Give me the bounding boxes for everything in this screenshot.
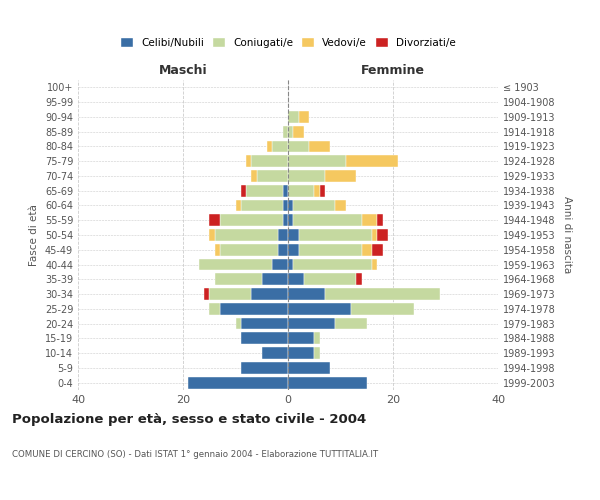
Bar — [377, 229, 388, 241]
Bar — [277, 244, 288, 256]
Bar — [272, 258, 288, 270]
Bar — [283, 126, 288, 138]
Bar — [346, 156, 398, 167]
Bar — [372, 229, 377, 241]
Bar — [288, 303, 351, 314]
Bar — [288, 140, 309, 152]
Bar — [241, 185, 246, 196]
Bar — [288, 332, 314, 344]
Bar — [215, 229, 277, 241]
Bar — [288, 288, 325, 300]
Bar — [277, 229, 288, 241]
Bar — [262, 347, 288, 359]
Bar — [188, 376, 288, 388]
Bar — [204, 288, 209, 300]
Bar — [220, 244, 277, 256]
Bar — [293, 258, 372, 270]
Bar — [293, 214, 361, 226]
Text: Femmine: Femmine — [361, 64, 425, 77]
Bar — [235, 200, 241, 211]
Bar — [314, 347, 320, 359]
Bar — [209, 303, 220, 314]
Bar — [262, 274, 288, 285]
Bar — [293, 200, 335, 211]
Bar — [372, 244, 383, 256]
Bar — [235, 318, 241, 330]
Bar — [246, 185, 283, 196]
Bar — [241, 318, 288, 330]
Bar — [288, 274, 304, 285]
Bar — [288, 111, 299, 123]
Bar — [293, 126, 304, 138]
Bar — [351, 303, 414, 314]
Bar — [288, 126, 293, 138]
Bar — [309, 140, 330, 152]
Bar — [209, 214, 220, 226]
Bar — [215, 274, 262, 285]
Bar — [299, 229, 372, 241]
Bar — [288, 258, 293, 270]
Bar — [215, 244, 220, 256]
Bar — [246, 156, 251, 167]
Bar — [209, 288, 251, 300]
Bar — [314, 185, 320, 196]
Bar — [288, 318, 335, 330]
Bar — [288, 229, 299, 241]
Bar — [288, 170, 325, 182]
Bar — [288, 185, 314, 196]
Bar — [377, 214, 383, 226]
Bar — [251, 288, 288, 300]
Bar — [241, 332, 288, 344]
Bar — [361, 214, 377, 226]
Text: COMUNE DI CERCINO (SO) - Dati ISTAT 1° gennaio 2004 - Elaborazione TUTTITALIA.IT: COMUNE DI CERCINO (SO) - Dati ISTAT 1° g… — [12, 450, 378, 459]
Bar — [241, 362, 288, 374]
Bar — [304, 274, 356, 285]
Bar — [283, 214, 288, 226]
Bar — [220, 303, 288, 314]
Bar — [335, 200, 346, 211]
Text: Popolazione per età, sesso e stato civile - 2004: Popolazione per età, sesso e stato civil… — [12, 412, 366, 426]
Bar — [288, 347, 314, 359]
Bar — [257, 170, 288, 182]
Legend: Celibi/Nubili, Coniugati/e, Vedovi/e, Divorziati/e: Celibi/Nubili, Coniugati/e, Vedovi/e, Di… — [116, 32, 460, 52]
Bar — [241, 200, 283, 211]
Bar — [288, 376, 367, 388]
Text: Maschi: Maschi — [158, 64, 208, 77]
Bar — [209, 229, 215, 241]
Bar — [220, 214, 283, 226]
Bar — [320, 185, 325, 196]
Bar — [335, 318, 367, 330]
Y-axis label: Anni di nascita: Anni di nascita — [562, 196, 572, 274]
Y-axis label: Fasce di età: Fasce di età — [29, 204, 39, 266]
Bar — [372, 258, 377, 270]
Bar — [251, 156, 288, 167]
Bar — [283, 185, 288, 196]
Bar — [325, 288, 440, 300]
Bar — [299, 244, 361, 256]
Bar — [267, 140, 272, 152]
Bar — [288, 362, 330, 374]
Bar — [272, 140, 288, 152]
Bar — [356, 274, 361, 285]
Bar — [288, 214, 293, 226]
Bar — [299, 111, 309, 123]
Bar — [325, 170, 356, 182]
Bar — [361, 244, 372, 256]
Bar — [314, 332, 320, 344]
Bar — [251, 170, 257, 182]
Bar — [288, 156, 346, 167]
Bar — [288, 200, 293, 211]
Bar — [199, 258, 272, 270]
Bar — [288, 244, 299, 256]
Bar — [283, 200, 288, 211]
